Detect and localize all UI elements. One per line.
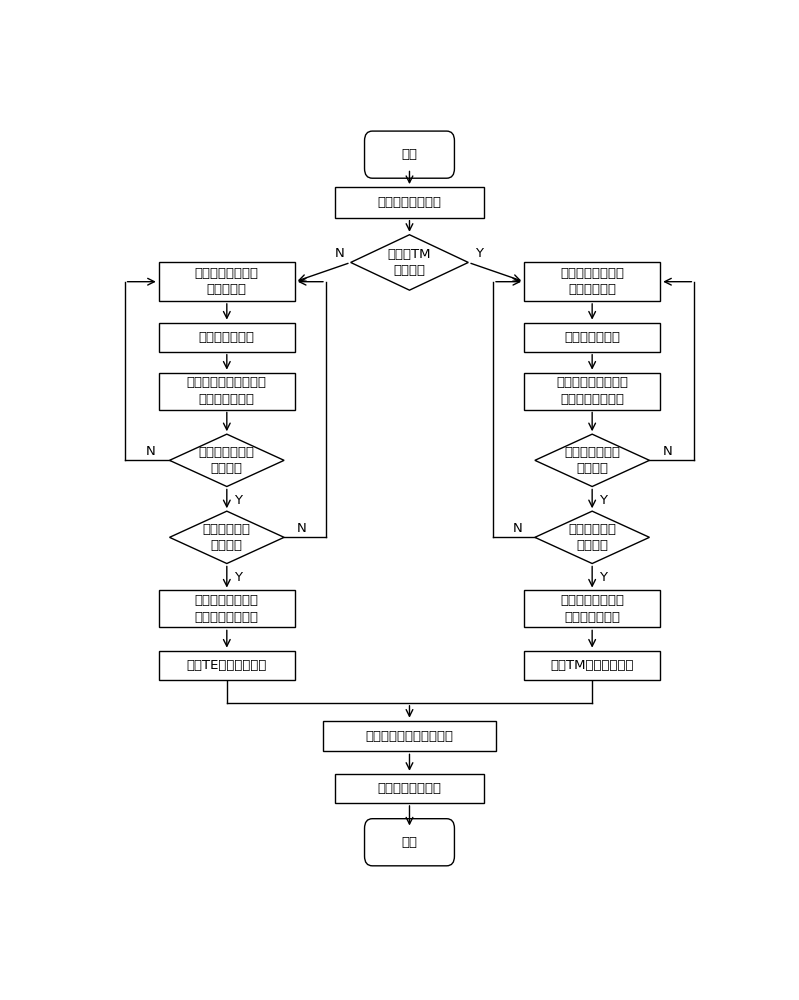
Bar (323, 721, 496, 751)
Text: 高斯积分点是否
循环完毕: 高斯积分点是否 循环完毕 (564, 446, 620, 475)
Text: N: N (146, 445, 156, 458)
Text: 是否是TM
极化模式: 是否是TM 极化模式 (388, 248, 431, 277)
Bar (336, 187, 484, 218)
Text: 高斯积分点循环: 高斯积分点循环 (199, 331, 255, 344)
Text: 求取TM模式下波阻抗: 求取TM模式下波阻抗 (551, 659, 634, 672)
Bar (159, 590, 295, 627)
Text: N: N (513, 522, 523, 535)
Polygon shape (535, 434, 650, 487)
Text: Y: Y (234, 494, 242, 507)
Text: N: N (296, 522, 306, 535)
Text: N: N (335, 247, 344, 260)
Text: 求取TE模式下波阻抗: 求取TE模式下波阻抗 (187, 659, 267, 672)
Text: 背景单元是否
循环完毕: 背景单元是否 循环完毕 (203, 523, 251, 552)
Text: 处理本质边界条件
（上边界地面）: 处理本质边界条件 （上边界地面） (560, 594, 624, 624)
Polygon shape (351, 235, 468, 290)
Text: 结束: 结束 (401, 836, 418, 849)
Bar (524, 590, 660, 627)
Text: N: N (663, 445, 673, 458)
Text: 高斯积分点是否
循环完毕: 高斯积分点是否 循环完毕 (199, 446, 255, 475)
Bar (159, 373, 295, 410)
Bar (159, 651, 295, 680)
Bar (524, 651, 660, 680)
Text: 开始: 开始 (401, 148, 418, 161)
Polygon shape (535, 511, 650, 564)
Text: Y: Y (475, 247, 483, 260)
Text: 背景单元循环（包
括空气层）: 背景单元循环（包 括空气层） (195, 267, 259, 296)
Bar (159, 323, 295, 352)
Text: 背景单元是否
循环完毕: 背景单元是否 循环完毕 (568, 523, 616, 552)
Bar (524, 262, 660, 301)
Text: 高斯积分点循环: 高斯积分点循环 (564, 331, 620, 344)
Text: 生成正演结果文件: 生成正演结果文件 (377, 782, 442, 795)
Text: 读取模型参数文件: 读取模型参数文件 (377, 196, 442, 209)
FancyBboxPatch shape (364, 131, 455, 178)
Text: 计算各个方向的视电阻率: 计算各个方向的视电阻率 (365, 730, 454, 742)
Text: 处理本质边界条件
（上边界空气层）: 处理本质边界条件 （上边界空气层） (195, 594, 259, 624)
Text: Y: Y (599, 494, 607, 507)
Text: 背景单元循环（不
包括空气层）: 背景单元循环（不 包括空气层） (560, 267, 624, 296)
Text: Y: Y (234, 571, 242, 584)
Bar (159, 262, 295, 301)
Polygon shape (169, 511, 284, 564)
Text: 搜索支持域内有效节点
并计算系数矩阵: 搜索支持域内有效节点 并计算系数矩阵 (187, 376, 267, 406)
Polygon shape (169, 434, 284, 487)
FancyBboxPatch shape (364, 819, 455, 866)
Bar (524, 373, 660, 410)
Text: 搜索支持域内有效节
点并计算系数矩阵: 搜索支持域内有效节 点并计算系数矩阵 (556, 376, 628, 406)
Bar (524, 323, 660, 352)
Bar (336, 774, 484, 803)
Text: Y: Y (599, 571, 607, 584)
